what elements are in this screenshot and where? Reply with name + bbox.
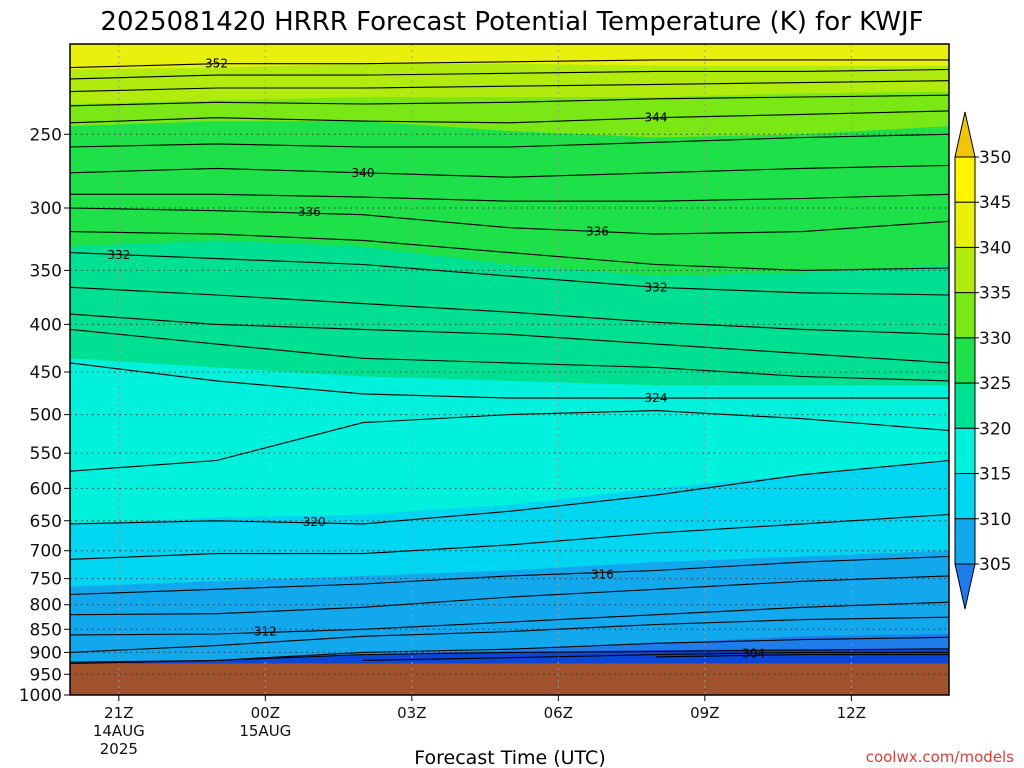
colorbar-label-350: 350 (979, 148, 1011, 168)
y-tick-label-350: 350 (30, 261, 62, 281)
y-tick-label-650: 650 (30, 512, 62, 532)
colorbar-top-arrow (954, 111, 976, 158)
fill-band-345 (70, 44, 949, 70)
y-tick-label-400: 400 (30, 315, 62, 335)
contour-label-316: 316 (591, 567, 614, 581)
colorbar-label-330: 330 (979, 329, 1011, 349)
colorbar-segment-320 (954, 382, 976, 429)
contour-312 (70, 601, 949, 636)
colorbar-segment-340 (954, 201, 976, 248)
credit-text: coolwx.com/models (866, 748, 1014, 766)
colorbar-label-335: 335 (979, 284, 1011, 304)
contour-label-332: 332 (645, 280, 668, 294)
x-tick-label-00Z: 00Z (251, 704, 280, 722)
contour-label-312: 312 (254, 625, 277, 639)
y-tick-label-250: 250 (30, 125, 62, 145)
x-tick-label-12Z: 12Z (837, 704, 866, 722)
colorbar-segment-335 (954, 246, 976, 294)
contour-318 (70, 513, 949, 560)
contour-336 (70, 207, 949, 235)
contour-label-344: 344 (645, 111, 668, 125)
colorbar: 350 345 340 335 330 325 320 315 310 305 (954, 111, 1011, 610)
x-axis-title: Forecast Time (UTC) (414, 747, 605, 768)
contour-label-336: 336 (298, 205, 321, 219)
colorbar-segment-325 (954, 337, 976, 384)
y-tick-label-950: 950 (30, 665, 62, 685)
y-tick-label-300: 300 (30, 199, 62, 219)
contour-344 (70, 110, 949, 124)
colorbar-label-315: 315 (979, 465, 1011, 485)
contour-lines (70, 59, 949, 665)
contour-338 (70, 193, 949, 202)
plot-frame (69, 43, 950, 696)
contour-label-340: 340 (352, 166, 375, 180)
colorbar-label-310: 310 (979, 510, 1011, 530)
x-tick-label-06Z: 06Z (544, 704, 573, 722)
colorbar-label-325: 325 (979, 374, 1011, 394)
y-tick-label-550: 550 (30, 444, 62, 464)
y-tick-label-500: 500 (30, 406, 62, 426)
contour-346 (70, 94, 949, 107)
y-tick-label-900: 900 (30, 643, 62, 663)
y-tick-label-450: 450 (30, 363, 62, 383)
contour-label-304: 304 (742, 646, 765, 660)
x-tick-label-09Z: 09Z (690, 704, 719, 722)
contour-label-320: 320 (303, 515, 326, 529)
grid-lines (70, 44, 949, 695)
contour-314 (70, 575, 949, 616)
x-tick-date: 15AUG (239, 722, 291, 740)
contour-320 (70, 459, 949, 525)
x-tick-label-21Z: 21Z (104, 704, 133, 722)
contour-332 (70, 252, 949, 296)
contour-324 (70, 362, 949, 399)
contour-label-336: 336 (586, 225, 609, 239)
y-tick-label-600: 600 (30, 479, 62, 499)
pressure-axis: 250 300 350 400 450 500 550 600 650 700 750 800 850 9… (19, 125, 70, 706)
contour-322 (70, 410, 949, 472)
contour-348 (70, 80, 949, 93)
x-tick-label-03Z: 03Z (397, 704, 426, 722)
contour-label-332: 332 (107, 248, 130, 262)
contour-342 (70, 133, 949, 148)
colorbar-label-305: 305 (979, 555, 1011, 575)
contour-310 (70, 616, 949, 653)
chart-title: 2025081420 HRRR Forecast Potential Tempe… (100, 7, 923, 37)
y-tick-label-850: 850 (30, 620, 62, 640)
contour-326 (70, 328, 949, 382)
colorbar-segment-330 (954, 292, 976, 339)
colorbar-label-320: 320 (979, 419, 1011, 439)
colorbar-segment-310 (954, 473, 976, 520)
colorbar-segment-345 (954, 156, 976, 203)
colorbar-bottom-arrow (954, 563, 976, 610)
contour-label-324: 324 (645, 391, 668, 405)
colorbar-segment-305 (954, 518, 976, 565)
contour-316 (70, 555, 949, 596)
contour-328 (70, 313, 949, 364)
contour-330 (70, 286, 949, 335)
contour-label-352: 352 (205, 57, 228, 71)
temperature-fill-layer (70, 44, 949, 695)
x-tick-year: 2025 (100, 740, 138, 758)
y-tick-label-1000: 1000 (19, 686, 62, 706)
colorbar-label-340: 340 (979, 238, 1011, 258)
contour-308 (70, 636, 949, 663)
colorbar-segment-315 (954, 427, 976, 475)
contour-352 (70, 59, 949, 69)
y-tick-label-700: 700 (30, 542, 62, 562)
below-ground-area (70, 663, 949, 695)
contour-labels: 352 344 340 336 336 332 332 324 320 316 312 304 (107, 57, 765, 661)
contour-350 (70, 68, 949, 80)
contour-334 (70, 231, 949, 271)
y-tick-label-750: 750 (30, 570, 62, 590)
contour-304 (362, 651, 949, 661)
y-tick-label-800: 800 (30, 596, 62, 616)
contour-302 (655, 654, 949, 658)
contour-340 (70, 164, 949, 178)
colorbar-label-345: 345 (979, 193, 1011, 213)
x-tick-date: 14AUG (93, 722, 145, 740)
